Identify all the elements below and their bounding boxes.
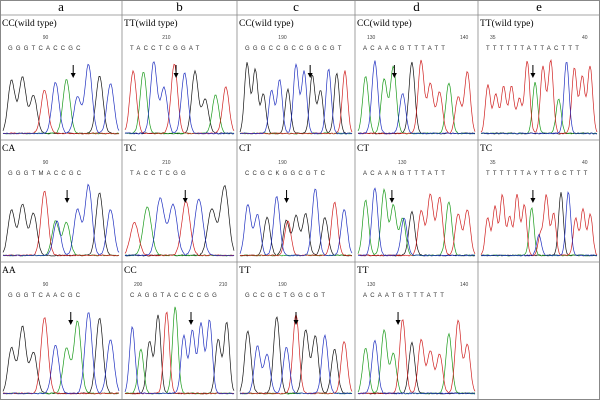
genotype-label: CC(wild type): [357, 18, 412, 29]
base-sequence: ACAATGTTTATT: [363, 293, 447, 299]
arrow-head: [293, 320, 299, 325]
trace: [125, 71, 235, 135]
position-number: 130: [367, 35, 376, 41]
arrow-head: [284, 198, 290, 203]
genotype-label: TT(wild type): [480, 18, 534, 29]
trace: [357, 339, 476, 395]
trace: [124, 306, 235, 395]
trace: [239, 62, 353, 135]
trace: [239, 212, 352, 257]
position-number: 130: [367, 282, 376, 288]
genotype-label: CA: [2, 144, 15, 154]
genotype-label: CC(wild type): [2, 18, 57, 29]
arrow-head: [64, 198, 70, 203]
genotype-label: TT: [357, 266, 369, 276]
base-sequence: CCGCKGGCGTC: [245, 171, 328, 177]
base-sequence: ACAACGTTTATT: [363, 46, 448, 52]
arrow-head: [530, 198, 536, 203]
arrow-head: [530, 73, 536, 78]
position-number: 210: [162, 35, 171, 41]
base-sequence: CAGGTACCCCGG: [130, 293, 220, 299]
position-number: 90: [43, 160, 49, 166]
base-sequence: ACAANGTTTATT: [363, 171, 448, 177]
genotype-label: TC: [124, 144, 136, 154]
base-sequence: GGGTMACCGC: [8, 171, 84, 177]
position-number: 210: [219, 282, 228, 288]
trace: [480, 191, 598, 257]
trace: [124, 197, 235, 257]
trace: [358, 59, 476, 135]
arrow-head: [182, 198, 188, 203]
genotype-label: TC: [480, 144, 492, 154]
arrow-head: [188, 320, 194, 325]
trace: [124, 314, 235, 395]
position-number: 40: [582, 160, 588, 166]
trace: [2, 183, 120, 257]
position-number: 140: [460, 35, 469, 41]
arrow-head: [70, 73, 76, 78]
position-number: 190: [278, 282, 287, 288]
genotype-label: TT: [239, 266, 251, 276]
base-sequence: GGGTCAACGC: [8, 293, 83, 299]
base-sequence: GCCGCTGGCGT: [245, 293, 328, 299]
column-header: c: [293, 0, 299, 14]
position-number: 190: [278, 160, 287, 166]
trace: [2, 63, 120, 135]
column-header: b: [176, 0, 183, 14]
base-sequence: GGGCCGCCGGCGT: [245, 46, 345, 52]
trace: [480, 59, 598, 135]
genotype-label: CC(wild type): [239, 18, 294, 29]
trace: [239, 188, 353, 257]
arrow-head: [391, 73, 397, 78]
trace: [239, 70, 353, 135]
position-number: 35: [490, 35, 496, 41]
trace: [2, 312, 120, 395]
trace: [2, 317, 119, 395]
position-number: 190: [278, 35, 287, 41]
trace: [124, 61, 235, 135]
arrow-head: [68, 320, 74, 325]
column-header: e: [536, 0, 542, 14]
column-header: a: [58, 0, 64, 14]
trace: [239, 62, 353, 135]
base-sequence: TTTTTTATTACTTT: [486, 46, 582, 52]
genotype-label: AA: [2, 266, 16, 276]
arrow-head: [395, 320, 401, 325]
trace: [357, 60, 476, 135]
genotype-label: CT: [357, 144, 369, 154]
position-number: 90: [43, 35, 49, 41]
position-number: 35: [490, 160, 496, 166]
arrow-head: [389, 198, 395, 203]
position-number: 40: [582, 35, 588, 41]
position-number: 130: [398, 160, 407, 166]
position-number: 200: [134, 282, 143, 288]
base-sequence: TACCTCGG: [130, 171, 189, 177]
genotype-label: TT(wild type): [124, 18, 178, 29]
trace: [357, 319, 476, 395]
position-number: 140: [460, 282, 469, 288]
position-number: 210: [162, 160, 171, 166]
column-header: d: [413, 0, 420, 14]
trace: [480, 193, 598, 257]
trace: [124, 319, 235, 395]
arrow-head: [173, 73, 179, 78]
base-sequence: TTTTTTAYTTGCTTT: [486, 171, 590, 177]
genotype-label: CC: [124, 266, 137, 276]
trace: [357, 187, 476, 257]
trace: [357, 193, 476, 257]
trace: [480, 62, 597, 135]
trace: [239, 334, 353, 395]
base-sequence: TACCTCGGAT: [130, 46, 202, 52]
genotype-label: CT: [239, 144, 251, 154]
base-sequence: GGGTCACCGC: [8, 46, 84, 52]
arrow-head: [307, 73, 313, 78]
position-number: 90: [43, 282, 49, 288]
